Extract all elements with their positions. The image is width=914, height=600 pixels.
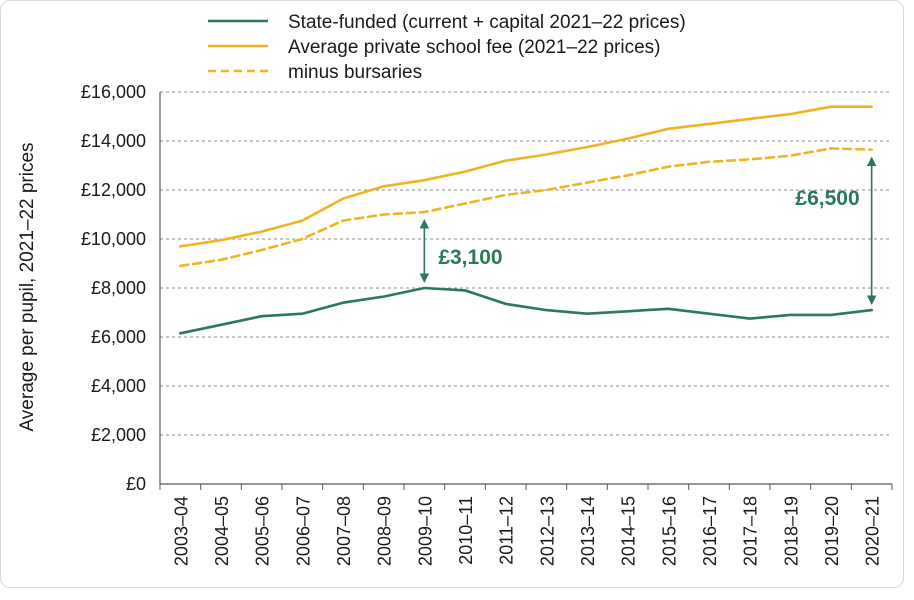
- y-tick-label: £6,000: [91, 327, 146, 347]
- x-tick-label: 2006–07: [293, 496, 313, 566]
- gridlines: [160, 91, 892, 436]
- series-line: [179, 105, 874, 248]
- y-tick-labels: £0 £2,000 £4,000 £6,000 £8,000 £10,000 £12,000…: [81, 82, 146, 494]
- x-tick-labels: 2003–04 2004–05 2005–06 2006–07 2007–08 2008–…: [171, 496, 882, 566]
- x-tick-label: 2009–10: [415, 496, 435, 566]
- difference-label: £3,100: [438, 246, 502, 269]
- y-tick-label: £0: [126, 474, 146, 494]
- y-tick-label: £10,000: [81, 229, 146, 249]
- x-tick-label: 2014–15: [619, 496, 639, 566]
- legend-label: minus bursaries: [288, 62, 422, 83]
- x-tick-label: 2007–08: [334, 496, 354, 566]
- x-tick-label: 2008–09: [375, 496, 395, 566]
- y-tick-label: £14,000: [81, 131, 146, 151]
- series-line: [179, 286, 874, 335]
- legend-label: Average private school fee (2021–22 pric…: [288, 37, 661, 58]
- y-tick-label: £16,000: [81, 82, 146, 102]
- x-tick-label: 2003–04: [171, 496, 191, 566]
- x-tick-label: 2017–18: [741, 496, 761, 566]
- x-tick-label: 2011–12: [497, 496, 517, 565]
- series-lines: [179, 105, 874, 335]
- y-tick-label: £12,000: [81, 180, 146, 200]
- legend: State-funded (current + capital 2021–22 …: [208, 12, 686, 83]
- series-line: [179, 147, 874, 268]
- annotations: £3,100 £6,500: [419, 156, 877, 306]
- difference-label: £6,500: [795, 187, 859, 210]
- y-axis-label: Average per pupil, 2021–22 prices: [17, 142, 38, 431]
- x-tick-label: 2019–20: [822, 496, 842, 566]
- y-tick-label: £4,000: [91, 376, 146, 396]
- x-tick-label: 2005–06: [253, 496, 273, 566]
- x-tick-label: 2010–11: [456, 496, 476, 565]
- x-tick-label: 2013–14: [578, 496, 598, 566]
- y-tick-label: £8,000: [91, 278, 146, 298]
- axes: [159, 92, 893, 490]
- x-tick-label: 2020–21: [863, 496, 883, 566]
- x-tick-label: 2018–19: [781, 496, 801, 566]
- y-tick-label: £2,000: [91, 425, 146, 445]
- x-tick-label: 2015–16: [659, 496, 679, 566]
- x-tick-label: 2016–17: [700, 496, 720, 566]
- x-tick-label: 2004–05: [212, 496, 232, 566]
- legend-label: State-funded (current + capital 2021–22 …: [288, 12, 686, 33]
- chart-frame: [0, 0, 904, 588]
- x-tick-label: 2012–13: [537, 496, 557, 566]
